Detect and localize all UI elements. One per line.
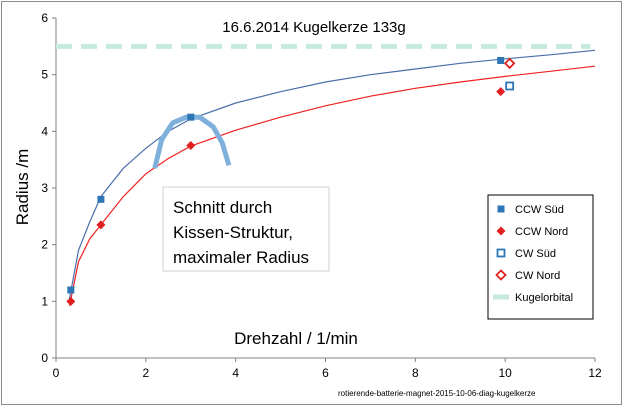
y-tick-label: 1	[41, 294, 48, 308]
annotation-line-2: Kissen-Struktur,	[173, 223, 293, 242]
x-tick-label: 6	[322, 366, 329, 380]
data-point	[97, 195, 105, 203]
data-point	[497, 57, 505, 64]
annotation-box: Schnitt durch Kissen-Struktur, maximaler…	[162, 186, 330, 272]
legend-label: CW Nord	[515, 270, 560, 282]
legend-label: CW Süd	[515, 248, 556, 260]
data-point	[505, 81, 515, 91]
axes	[52, 17, 596, 362]
x-tick-label: 4	[232, 366, 239, 380]
x-tick-label: 8	[412, 366, 419, 380]
y-tick-label: 5	[41, 68, 48, 82]
trendlines	[68, 49, 596, 307]
legend-label: Kugelorbital	[515, 292, 573, 304]
legend-swatch	[497, 205, 505, 213]
data-point	[96, 220, 106, 230]
x-tick-label: 10	[498, 366, 512, 380]
x-tick-label: 2	[142, 366, 149, 380]
footnote: rotierende-batterie-magnet-2015-10-06-di…	[338, 389, 536, 398]
x-tick-label: 12	[588, 366, 602, 380]
annotation-line-3: maximaler Radius	[173, 248, 309, 267]
chart-title: 16.6.2014 Kugelkerze 133g	[222, 19, 405, 36]
y-tick-label: 3	[41, 181, 48, 195]
annotation-line-1: Schnitt durch	[173, 198, 272, 217]
x-tick-label: 0	[53, 366, 60, 380]
data-point	[186, 141, 196, 150]
data-point	[496, 87, 506, 97]
y-tick-label: 0	[41, 351, 48, 365]
y-axis-label: Radius /m	[13, 149, 32, 226]
trendline-2	[68, 65, 596, 307]
y-tick-label: 6	[41, 11, 48, 25]
data-point	[67, 286, 75, 294]
legend: CCW Süd CCW Nord CW Süd CW Nord Kugelorbital	[487, 194, 594, 320]
legend-label: CCW Süd	[515, 204, 564, 216]
legend-swatch	[496, 226, 506, 236]
legend-swatch	[496, 248, 506, 258]
data-point	[187, 113, 195, 121]
data-points	[66, 57, 516, 306]
data-point	[66, 296, 76, 306]
data-point	[503, 57, 516, 70]
x-axis-label: Drehzahl / 1/min	[234, 329, 358, 348]
y-tick-label: 4	[41, 124, 48, 138]
trendline-1	[68, 49, 596, 299]
legend-label: CCW Nord	[515, 226, 568, 238]
legend-swatch	[495, 269, 507, 281]
y-tick-label: 2	[41, 238, 48, 252]
